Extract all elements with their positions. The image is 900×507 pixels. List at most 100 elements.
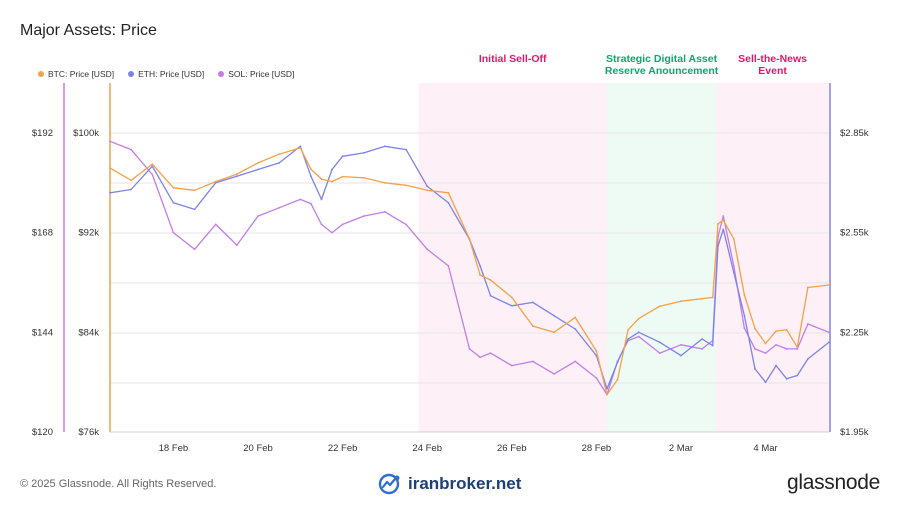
data-point-btc-0 <box>109 166 111 169</box>
data-point-eth-0 <box>109 191 111 194</box>
data-point-btc-31 <box>658 305 661 308</box>
data-point-btc-11 <box>320 178 323 180</box>
data-point-eth-32 <box>680 354 682 357</box>
data-point-sol-2 <box>151 173 154 176</box>
chart-title: Major Assets: Price <box>20 22 157 39</box>
data-point-eth-31 <box>658 341 661 344</box>
sol-tick-label-2: $144 <box>32 327 53 338</box>
annotation-band-1 <box>606 83 717 432</box>
data-point-sol-13 <box>341 223 344 226</box>
sol-tick-label-1: $168 <box>32 228 53 239</box>
data-point-btc-16 <box>405 184 407 187</box>
x-tick-label-0: 18 Feb <box>159 443 189 454</box>
data-point-btc-19 <box>468 237 471 240</box>
data-point-eth-21 <box>489 294 492 297</box>
data-point-sol-45 <box>828 331 830 334</box>
data-point-btc-24 <box>553 331 555 334</box>
btc-tick-label-3: $76k <box>78 427 99 438</box>
data-point-btc-25 <box>574 316 577 319</box>
data-point-eth-9 <box>299 145 302 148</box>
eth-tick-label-1: $2.55k <box>840 228 869 239</box>
data-point-eth-28 <box>616 361 619 364</box>
data-point-eth-22 <box>510 304 513 307</box>
data-point-btc-27 <box>606 393 608 396</box>
data-point-btc-30 <box>637 317 640 320</box>
sol-tick-label-0: $192 <box>32 128 53 139</box>
legend-dot-sol <box>218 71 225 77</box>
data-point-btc-35 <box>717 223 719 225</box>
data-point-btc-14 <box>362 176 365 179</box>
annotation-label-1-1: Reserve Anouncement <box>605 65 719 77</box>
data-point-btc-39 <box>754 327 756 330</box>
data-point-btc-45 <box>828 284 830 286</box>
annotation-label-2-1: Event <box>758 65 787 77</box>
data-point-sol-11 <box>320 223 323 226</box>
eth-tick-label-0: $2.85k <box>840 128 869 139</box>
legend-item-eth[interactable]: ETH: Price [USD] <box>128 69 204 79</box>
watermark-logo-icon <box>378 473 400 495</box>
data-point-sol-8 <box>278 206 281 209</box>
data-point-eth-8 <box>278 162 281 164</box>
data-point-eth-12 <box>331 168 333 171</box>
data-point-sol-43 <box>796 348 799 350</box>
data-point-eth-13 <box>341 155 344 158</box>
x-tick-label-3: 24 Feb <box>412 443 442 454</box>
data-point-sol-31 <box>658 352 661 354</box>
data-point-eth-20 <box>479 264 481 267</box>
data-point-sol-6 <box>235 244 238 247</box>
data-point-sol-22 <box>510 364 513 367</box>
data-point-sol-18 <box>447 264 450 267</box>
data-point-sol-4 <box>193 248 196 251</box>
data-point-eth-18 <box>447 201 450 204</box>
data-point-btc-20 <box>479 274 481 276</box>
data-point-btc-12 <box>331 180 333 183</box>
data-point-eth-36 <box>722 228 725 231</box>
data-point-btc-29 <box>627 328 630 331</box>
legend-item-btc[interactable]: BTC: Price [USD] <box>38 69 114 79</box>
data-point-btc-13 <box>341 175 344 178</box>
data-point-sol-24 <box>553 372 555 375</box>
data-point-eth-42 <box>785 377 788 380</box>
data-point-sol-42 <box>785 348 788 350</box>
data-point-sol-20 <box>479 356 481 359</box>
annotation-band-0 <box>418 83 607 432</box>
data-point-eth-45 <box>828 341 830 344</box>
data-point-sol-36 <box>722 215 725 217</box>
data-point-sol-37 <box>732 264 735 267</box>
brand-logo: glassnode <box>786 471 880 494</box>
data-point-eth-27 <box>606 387 608 390</box>
series-line-sol <box>109 140 830 396</box>
data-point-btc-17 <box>426 189 429 192</box>
watermark-text: iranbroker.net <box>408 474 522 493</box>
data-point-btc-44 <box>806 286 809 289</box>
data-point-btc-6 <box>235 173 238 176</box>
sol-tick-label-3: $120 <box>32 427 53 438</box>
data-point-eth-37 <box>732 271 735 274</box>
x-tick-label-4: 26 Feb <box>497 443 527 454</box>
data-point-eth-7 <box>257 168 259 171</box>
eth-tick-label-2: $2.25k <box>840 327 869 338</box>
data-point-btc-43 <box>796 346 799 349</box>
data-point-eth-44 <box>806 358 809 360</box>
legend-item-sol[interactable]: SOL: Price [USD] <box>218 69 294 79</box>
annotation-label-1-0: Strategic Digital Asset <box>606 53 718 65</box>
series-line-eth <box>109 145 830 390</box>
data-point-sol-23 <box>532 360 534 363</box>
data-point-eth-38 <box>743 314 746 317</box>
data-point-btc-38 <box>743 294 746 296</box>
data-point-btc-1 <box>130 179 133 182</box>
data-point-btc-26 <box>595 350 598 352</box>
data-point-sol-40 <box>764 352 767 354</box>
data-point-sol-41 <box>775 343 778 346</box>
data-point-btc-28 <box>616 378 619 381</box>
data-point-btc-33 <box>701 297 704 300</box>
data-point-sol-39 <box>754 348 756 350</box>
data-point-btc-34 <box>711 296 714 299</box>
data-point-eth-6 <box>235 175 238 178</box>
data-point-eth-14 <box>362 152 365 154</box>
data-point-eth-11 <box>320 198 323 201</box>
data-point-sol-17 <box>426 248 429 251</box>
chart-legend: BTC: Price [USD] ETH: Price [USD] SOL: P… <box>38 69 294 79</box>
data-point-eth-29 <box>627 338 630 340</box>
